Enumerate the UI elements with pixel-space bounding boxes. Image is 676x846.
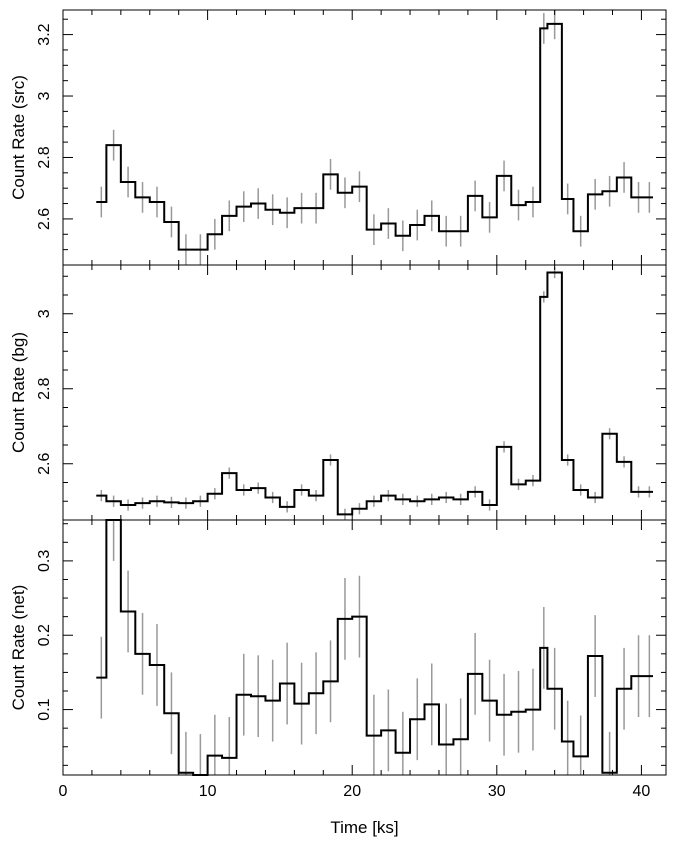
error-bars-net <box>100 520 651 775</box>
y-tick-label: 2.6 <box>36 208 53 230</box>
y-tick-label: 2.8 <box>36 146 53 168</box>
plot-frame-src <box>62 9 667 266</box>
y-tick-label: 3 <box>36 91 53 100</box>
error-bars-src <box>100 10 651 265</box>
panel-src: 2.6 2.8 3 3.2 Count Rate (src) <box>9 9 667 266</box>
plot-frame-net <box>62 519 667 776</box>
y-axis-label-src: Count Rate (src) <box>9 75 28 200</box>
y-tick-label: 3 <box>36 309 53 318</box>
error-bars-bg <box>100 266 651 520</box>
y-tick-label: 2.8 <box>36 378 53 400</box>
x-tick-label: 20 <box>343 783 361 800</box>
y-axis-label-bg: Count Rate (bg) <box>9 332 28 453</box>
y-axis-label-net: Count Rate (net) <box>9 585 28 711</box>
y-tick-label: 2.6 <box>36 453 53 475</box>
x-tick-label: 0 <box>59 783 68 800</box>
plot-frame-bg <box>62 264 667 521</box>
step-line-src <box>96 22 653 251</box>
y-tick-label: 3.2 <box>36 23 53 45</box>
x-tick-label: 30 <box>488 783 506 800</box>
step-line-net <box>96 519 653 776</box>
x-axis-label: Time [ks] <box>330 818 398 837</box>
panel-bg: 2.6 2.8 3 Count Rate (bg) <box>9 264 667 521</box>
step-line-bg <box>96 271 653 516</box>
panel-net: 0.1 0.2 0.3 Count Rate (net) 0 10 20 30 40 Time [… <box>9 519 667 837</box>
y-tick-label: 0.3 <box>36 550 53 572</box>
x-tick-label: 10 <box>199 783 217 800</box>
y-tick-label: 0.2 <box>36 624 53 646</box>
x-tick-label: 40 <box>633 783 651 800</box>
y-tick-label: 0.1 <box>36 698 53 720</box>
